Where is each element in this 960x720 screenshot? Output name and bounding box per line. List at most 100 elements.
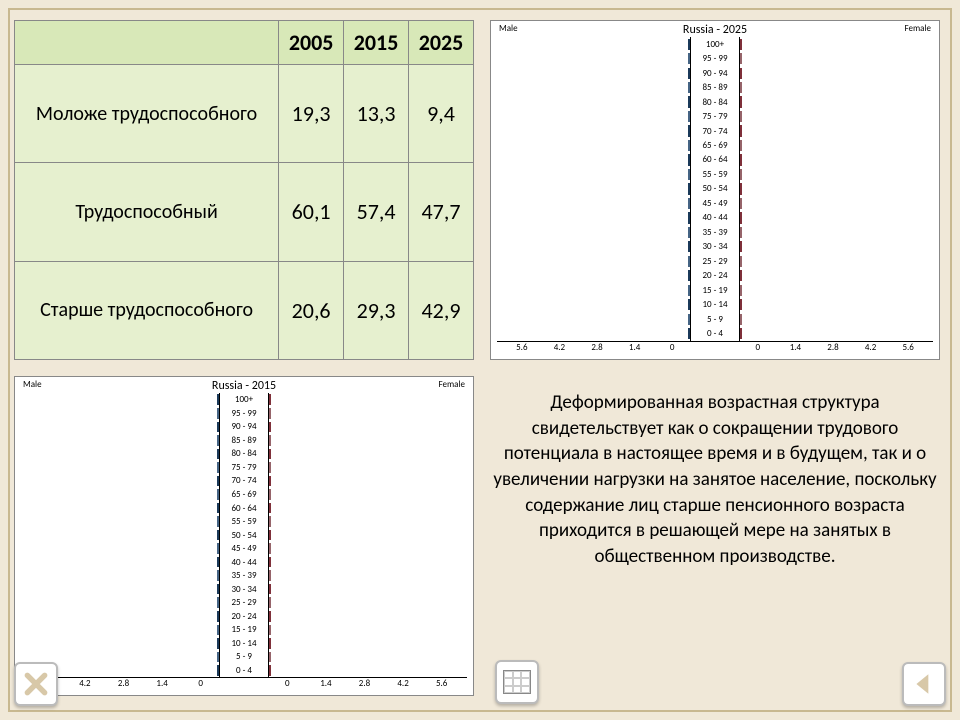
table-cell: 60,1 xyxy=(279,163,344,261)
male-label: Male xyxy=(499,23,518,34)
male-bars xyxy=(497,37,691,341)
male-bar xyxy=(688,125,690,136)
axis-tick: 1.4 xyxy=(616,342,654,357)
table-cell: 19,3 xyxy=(279,65,344,163)
explanatory-text: Деформированная возрастная структура сви… xyxy=(490,390,940,569)
age-labels: 100+95 - 9990 - 9485 - 8980 - 8475 - 797… xyxy=(220,393,268,677)
female-bar xyxy=(740,183,742,194)
male-bar xyxy=(688,183,690,194)
age-group-label: 55 - 59 xyxy=(691,167,739,181)
female-bar xyxy=(740,154,742,165)
age-group-label: 35 - 39 xyxy=(220,569,268,583)
female-bar xyxy=(269,652,271,663)
age-group-label: 70 - 74 xyxy=(220,474,268,488)
male-bar xyxy=(688,140,690,151)
female-bar xyxy=(740,169,742,180)
axis-tick: 2.8 xyxy=(814,342,852,357)
age-group-label: 40 - 44 xyxy=(691,211,739,225)
age-group-label: 85 - 89 xyxy=(691,80,739,94)
female-bar xyxy=(269,394,271,405)
male-bar xyxy=(688,328,690,339)
male-bar xyxy=(217,584,219,595)
axis-tick: 1.4 xyxy=(777,342,815,357)
male-bar xyxy=(217,665,219,676)
male-bar xyxy=(688,154,690,165)
female-bar xyxy=(269,570,271,581)
female-bar xyxy=(740,140,742,151)
axis-tick: 4.2 xyxy=(66,678,105,693)
female-bar xyxy=(269,408,271,419)
male-bar xyxy=(688,82,690,93)
axis-tick: 0 xyxy=(268,678,307,693)
age-labels: 100+95 - 9990 - 9485 - 8980 - 8475 - 797… xyxy=(691,37,739,341)
age-group-label: 100+ xyxy=(691,37,739,51)
female-bar xyxy=(269,516,271,527)
axis-tick: 4.2 xyxy=(541,342,579,357)
male-bar xyxy=(688,256,690,267)
age-group-label: 90 - 94 xyxy=(220,420,268,434)
age-group-label: 15 - 19 xyxy=(220,623,268,637)
table-cell: 9,4 xyxy=(409,65,474,163)
table-row-label: Трудоспособный xyxy=(15,163,279,261)
female-bar xyxy=(740,198,742,209)
female-bar xyxy=(740,96,742,107)
female-bar xyxy=(269,489,271,500)
male-bar xyxy=(688,241,690,252)
age-group-label: 95 - 99 xyxy=(691,51,739,65)
female-bar xyxy=(740,285,742,296)
age-group-label: 75 - 79 xyxy=(220,461,268,475)
male-bar xyxy=(217,435,219,446)
female-bar xyxy=(269,503,271,514)
table-cell: 42,9 xyxy=(409,261,474,359)
age-group-label: 20 - 24 xyxy=(220,610,268,624)
x-axis: 01.42.84.25.601.42.84.25.6 xyxy=(497,341,933,357)
male-bar xyxy=(217,476,219,487)
age-group-label: 45 - 49 xyxy=(220,542,268,556)
age-group-label: 80 - 84 xyxy=(220,447,268,461)
age-group-label: 25 - 29 xyxy=(220,596,268,610)
table-nav-button[interactable] xyxy=(495,660,539,704)
close-button[interactable] xyxy=(14,662,58,706)
male-bar xyxy=(217,557,219,568)
age-group-label: 5 - 9 xyxy=(691,312,739,326)
population-pyramid-2015: Male Female Russia - 2015 100+95 - 9990 … xyxy=(14,376,474,696)
male-bar xyxy=(217,462,219,473)
female-bar xyxy=(269,625,271,636)
female-bar xyxy=(269,476,271,487)
close-icon xyxy=(23,671,49,697)
table-cell: 13,3 xyxy=(344,65,409,163)
female-bar xyxy=(740,212,742,223)
male-bar xyxy=(688,111,690,122)
age-group-label: 60 - 64 xyxy=(220,501,268,515)
female-label: Female xyxy=(904,23,931,34)
table-cell: 57,4 xyxy=(344,163,409,261)
female-bar xyxy=(269,435,271,446)
age-structure-table: 200520152025 Моложе трудоспособного19,31… xyxy=(14,20,474,360)
female-bar xyxy=(269,597,271,608)
age-group-label: 70 - 74 xyxy=(691,124,739,138)
male-bar xyxy=(688,299,690,310)
male-bar xyxy=(688,212,690,223)
age-group-label: 10 - 14 xyxy=(220,637,268,651)
back-button[interactable] xyxy=(902,662,946,706)
female-bar xyxy=(269,665,271,676)
female-bar xyxy=(269,530,271,541)
age-group-label: 65 - 69 xyxy=(691,138,739,152)
female-bar xyxy=(740,68,742,79)
female-bar xyxy=(740,111,742,122)
female-bars xyxy=(739,37,933,341)
axis-tick: 1.4 xyxy=(143,678,182,693)
age-group-label: 95 - 99 xyxy=(220,407,268,421)
axis-tick: 5.6 xyxy=(422,678,461,693)
age-group-label: 0 - 4 xyxy=(220,664,268,678)
male-bar xyxy=(688,285,690,296)
male-bar xyxy=(217,394,219,405)
age-group-label: 90 - 94 xyxy=(691,66,739,80)
table-cell: 29,3 xyxy=(344,261,409,359)
age-group-label: 55 - 59 xyxy=(220,515,268,529)
male-bar xyxy=(217,543,219,554)
female-bar xyxy=(269,557,271,568)
age-group-label: 40 - 44 xyxy=(220,555,268,569)
male-bar xyxy=(217,638,219,649)
male-bars xyxy=(21,393,220,677)
